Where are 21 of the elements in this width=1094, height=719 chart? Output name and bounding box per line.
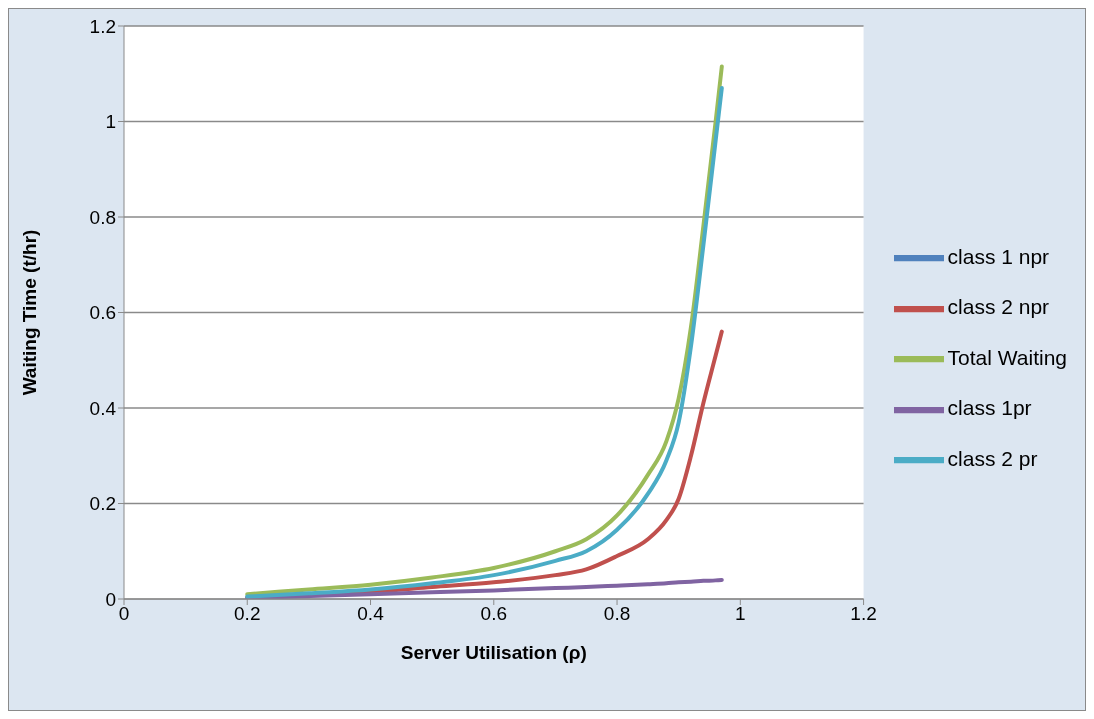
x-axis-title: Server Utilisation (ρ) [400, 642, 587, 663]
y-tick-label: 0.8 [89, 206, 116, 228]
x-tick-label: 1 [735, 603, 746, 625]
y-tick-label: 1.2 [89, 15, 116, 37]
y-tick-label: 0.4 [89, 397, 117, 419]
y-tick-label: 1 [105, 111, 116, 133]
y-tick-label: 0 [105, 588, 116, 610]
x-tick-label: 0.2 [234, 603, 261, 625]
x-tick-label: 0.4 [357, 603, 385, 625]
legend-label: Total Waiting [947, 345, 1067, 369]
legend-label: class 2 pr [947, 446, 1038, 470]
line-series [245, 577, 724, 599]
legend-label: class 2 npr [947, 295, 1050, 319]
y-axis-title: Waiting Time (t/hr) [18, 229, 40, 396]
x-tick-label: 1.2 [850, 603, 877, 625]
x-tick-label: 0.6 [480, 603, 507, 625]
legend-label: class 1pr [947, 396, 1032, 420]
x-tick-label: 0.8 [603, 603, 631, 625]
legend-label: class 1 npr [947, 244, 1050, 268]
y-tick-label: 0.6 [89, 302, 116, 324]
y-tick-label: 0.2 [89, 493, 116, 515]
